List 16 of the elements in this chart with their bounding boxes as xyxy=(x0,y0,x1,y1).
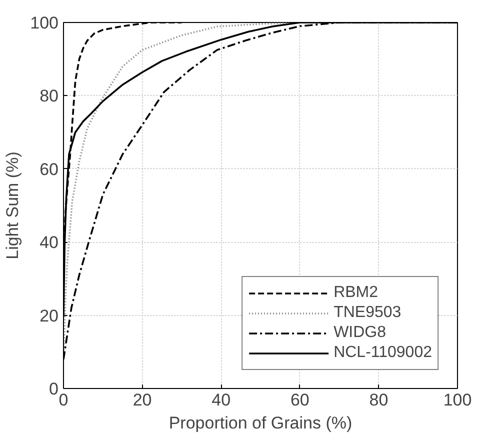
y-tick-label: 60 xyxy=(40,160,59,179)
legend-label: TNE9503 xyxy=(334,304,402,322)
legend-label: RBM2 xyxy=(334,284,378,302)
x-tick-label: 60 xyxy=(290,390,310,410)
y-axis-title: Light Sum (%) xyxy=(3,152,22,260)
x-tick-label: 80 xyxy=(369,390,388,410)
x-tick-label: 20 xyxy=(132,390,152,410)
y-tick-label: 100 xyxy=(30,14,59,32)
legend-label: WIDG8 xyxy=(334,324,386,342)
legend-label: NCL-1109002 xyxy=(334,344,432,362)
x-tick-label: 100 xyxy=(443,390,472,410)
y-tick-label: 80 xyxy=(40,86,59,106)
y-tick-label: 20 xyxy=(40,306,59,326)
x-axis-title: Proportion of Grains (%) xyxy=(168,414,352,432)
y-tick-label: 40 xyxy=(40,233,59,252)
x-tick-label: 40 xyxy=(212,390,231,410)
